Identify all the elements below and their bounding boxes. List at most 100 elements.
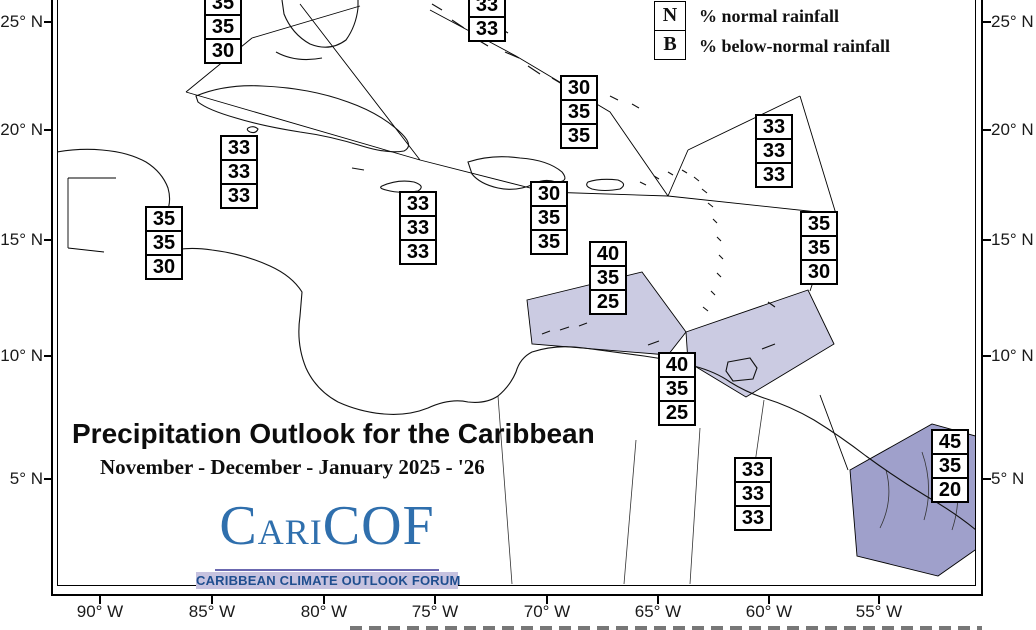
wordmark-letter: O <box>361 495 403 557</box>
wordmark-letter: A <box>257 512 285 552</box>
legend-symbol-b: B <box>654 30 686 61</box>
latitude-label-left: 25° N <box>0 12 43 31</box>
outlook-value: 33 <box>755 114 793 140</box>
latitude-label-left: 10° N <box>0 346 43 365</box>
legend-symbol-n: N <box>654 1 686 31</box>
outlook-value: 30 <box>145 254 183 280</box>
longitude-tick <box>878 596 880 604</box>
outlook-value: 33 <box>399 191 437 217</box>
outlook-value: 33 <box>755 162 793 188</box>
outlook-value: 40 <box>658 352 696 378</box>
outlook-value: 35 <box>560 99 598 125</box>
longitude-tick <box>546 596 548 604</box>
outlook-value: 25 <box>589 289 627 315</box>
outlook-value: 33 <box>399 215 437 241</box>
coastlines <box>58 0 975 530</box>
longitude-label: 55° W <box>855 602 903 621</box>
latitude-tick-left <box>44 478 51 480</box>
outlook-value: 25 <box>658 400 696 426</box>
longitude-label: 60° W <box>745 602 793 621</box>
longitude-tick <box>323 596 325 604</box>
outlook-value: 33 <box>220 159 258 185</box>
latitude-tick-left <box>44 239 51 241</box>
outlook-value: 35 <box>530 229 568 255</box>
outlook-value-stack-stack-abc-islands: 40 35 25 <box>589 241 627 315</box>
outlook-value: 30 <box>204 38 242 64</box>
legend-label-n: % normal rainfall <box>699 5 839 26</box>
latitude-label-left: 20° N <box>0 120 43 139</box>
legend-row-n: N % normal rainfall <box>654 1 890 31</box>
outlook-value: 33 <box>734 505 772 531</box>
outlook-value-stack-stack-belize: 35 35 30 <box>145 206 183 280</box>
latitude-tick-left <box>44 129 51 131</box>
legend-row-b: B % below-normal rainfall <box>654 30 890 61</box>
latitude-tick-left <box>44 355 51 357</box>
outlook-value: 35 <box>800 235 838 261</box>
longitude-tick <box>99 596 101 604</box>
longitude-tick <box>211 596 213 604</box>
longitude-label: 75° W <box>411 602 459 621</box>
map-subtitle: November - December - January 2025 - '26 <box>100 455 485 479</box>
latitude-label-right: 10° N <box>991 346 1034 365</box>
latitude-tick-right <box>983 129 991 131</box>
latitude-tick-right <box>983 21 991 23</box>
outlook-value-stack-stack-top-center: 33 33 <box>468 0 506 42</box>
outlook-value: 45 <box>931 429 969 455</box>
outlook-value: 20 <box>931 477 969 503</box>
outlook-value-stack-stack-ne-islands: 33 33 33 <box>755 114 793 188</box>
wordmark-letter: I <box>309 512 323 552</box>
latitude-tick-right <box>983 239 991 241</box>
outlook-value: 30 <box>560 75 598 101</box>
outlook-value-stack-stack-guyana-west: 33 33 33 <box>734 457 772 531</box>
country-borders <box>497 395 959 585</box>
outlook-value-stack-stack-hispaniola-pr: 30 35 35 <box>530 181 568 255</box>
caricof-logo: CARICOF CARIBBEAN CLIMATE OUTLOOK FORUM <box>196 495 460 589</box>
longitude-label: 70° W <box>523 602 571 621</box>
latitude-label-left: 5° N <box>9 469 43 488</box>
outlook-value: 30 <box>800 259 838 285</box>
outlook-value: 35 <box>800 211 838 237</box>
outlook-value: 30 <box>530 181 568 207</box>
longitude-label: 85° W <box>188 602 236 621</box>
outlook-value: 33 <box>734 457 772 483</box>
map-title: Precipitation Outlook for the Caribbean <box>72 418 595 449</box>
outlook-value: 33 <box>220 135 258 161</box>
wordmark-letter: F <box>402 495 435 557</box>
outlook-value: 35 <box>931 453 969 479</box>
outlook-value-stack-stack-cuba: 33 33 33 <box>220 135 258 209</box>
wordmark-letter: R <box>284 512 310 552</box>
outlook-value: 35 <box>658 376 696 402</box>
latitude-label-right: 5° N <box>991 469 1025 488</box>
latitude-label-right: 25° N <box>991 12 1034 31</box>
outlook-value: 40 <box>589 241 627 267</box>
outlook-value-stack-stack-se-islands: 35 35 30 <box>800 211 838 285</box>
outlook-value: 33 <box>755 138 793 164</box>
longitude-tick <box>434 596 436 604</box>
outlook-value-stack-stack-guianas-east: 45 35 20 <box>931 429 969 503</box>
cut-off-caption-text <box>350 626 982 630</box>
outlook-value: 33 <box>468 16 506 42</box>
outlook-value: 35 <box>145 206 183 232</box>
caricof-wordmark: CARICOF <box>215 495 439 571</box>
longitude-label: 90° W <box>76 602 124 621</box>
outlook-value: 33 <box>399 239 437 265</box>
legend-label-b: % below-normal rainfall <box>699 35 890 56</box>
outlook-value-stack-stack-se-bahamas: 30 35 35 <box>560 75 598 149</box>
rainfall-legend: N % normal rainfall B % below-normal rainfa… <box>654 1 890 61</box>
wordmark-letter: C <box>219 495 258 557</box>
shaded-region-windward-trinidad <box>685 289 835 398</box>
latitude-label-left: 15° N <box>0 230 43 249</box>
outlook-value: 35 <box>204 14 242 40</box>
outlook-value: 35 <box>530 205 568 231</box>
outlook-value: 33 <box>220 183 258 209</box>
longitude-tick <box>657 596 659 604</box>
outlook-value: 35 <box>560 123 598 149</box>
latitude-tick-right <box>983 478 991 480</box>
latitude-label-right: 20° N <box>991 120 1034 139</box>
latitude-label-right: 15° N <box>991 230 1034 249</box>
latitude-tick-left <box>44 21 51 23</box>
longitude-label: 80° W <box>300 602 348 621</box>
outlook-value-stack-stack-trinidad: 40 35 25 <box>658 352 696 426</box>
